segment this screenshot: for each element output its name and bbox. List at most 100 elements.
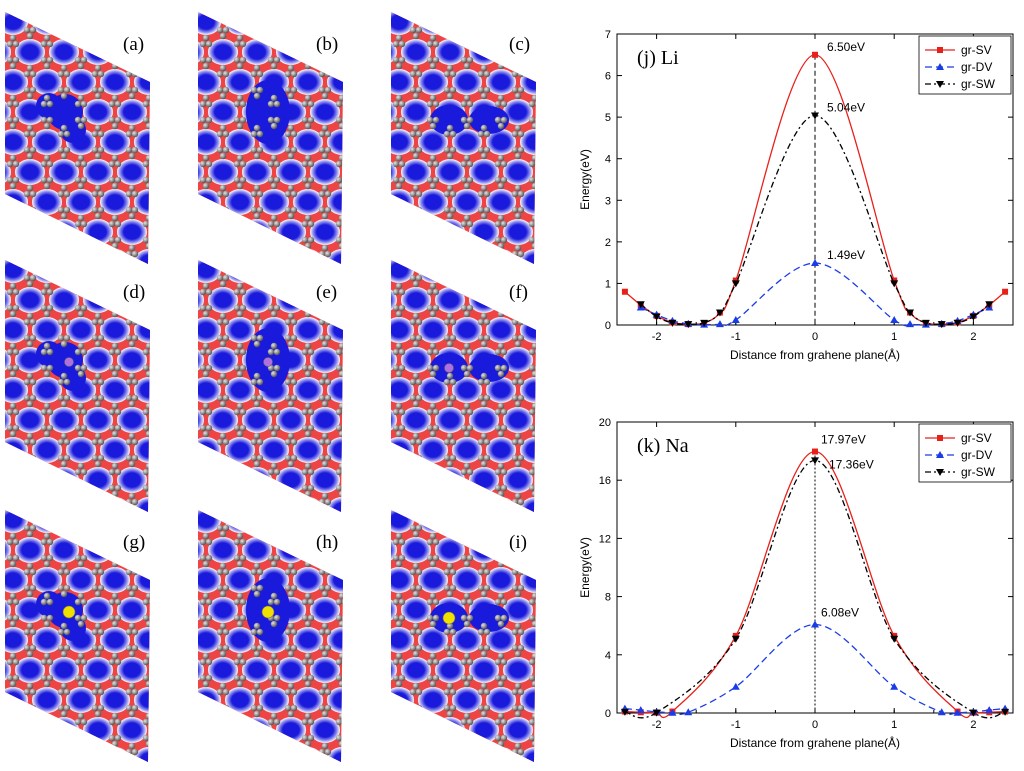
- carbon-atom: [341, 176, 343, 184]
- carbon-atom: [91, 510, 99, 516]
- density-cell: [418, 437, 448, 463]
- carbon-atom: [398, 220, 406, 228]
- carbon-atom: [267, 116, 275, 124]
- carbon-atom: [80, 236, 88, 244]
- carbon-atom: [166, 629, 172, 635]
- carbon-atom: [94, 742, 102, 750]
- carbon-atom: [362, 431, 368, 437]
- density-cell: [520, 627, 536, 653]
- carbon-atom: [497, 214, 505, 222]
- carbon-atom: [529, 0, 535, 3]
- carbon-atom: [183, 439, 189, 445]
- carbon-atom: [301, 288, 309, 296]
- carbon-atom: [183, 207, 189, 213]
- carbon-atom: [155, 259, 161, 265]
- carbon-atom: [155, 27, 161, 33]
- carbon-atom: [202, 740, 210, 748]
- carbon-atom: [177, 161, 183, 167]
- carbon-atom: [60, 372, 68, 380]
- carbon-atom: [155, 499, 161, 505]
- carbon-atom: [307, 220, 315, 228]
- carbon-atom: [267, 468, 275, 476]
- carbon-atom: [77, 490, 85, 498]
- carbon-atom: [46, 408, 54, 416]
- carbon-atom: [26, 32, 34, 40]
- carbon-atom: [80, 116, 88, 124]
- legend-marker: [937, 47, 943, 53]
- carbon-atom: [494, 538, 502, 546]
- carbon-atom: [335, 408, 343, 416]
- carbon-atom: [29, 260, 37, 266]
- density-cell: [32, 249, 62, 264]
- carbon-atom: [338, 214, 343, 222]
- carbon-atom: [460, 658, 468, 666]
- carbon-atom: [166, 585, 172, 591]
- density-cell: [198, 129, 221, 155]
- carbon-atom: [443, 206, 451, 214]
- carbon-atom: [413, 253, 419, 259]
- carbon-atom: [466, 484, 474, 492]
- carbon-atom: [128, 124, 136, 132]
- carbon-atom: [460, 468, 468, 476]
- carbon-atom: [222, 510, 230, 516]
- carbon-atom: [80, 408, 88, 416]
- carbon-atom: [236, 182, 244, 190]
- carbon-atom: [335, 424, 343, 432]
- carbon-atom: [131, 584, 139, 592]
- density-cell: [486, 687, 516, 713]
- data-point-gr-SW: [811, 112, 819, 120]
- carbon-atom: [535, 479, 541, 485]
- legend-label: gr-SW: [961, 465, 996, 479]
- carbon-atom: [501, 0, 507, 3]
- carbon-atom: [163, 493, 169, 499]
- carbon-atom: [114, 364, 122, 372]
- carbon-atom: [353, 71, 359, 77]
- carbon-atom: [362, 533, 368, 539]
- carbon-atom: [236, 282, 244, 290]
- carbon-atom: [353, 207, 359, 213]
- carbon-atom: [497, 490, 505, 498]
- carbon-atom: [23, 510, 31, 516]
- carbon-atom: [236, 370, 244, 378]
- carbon-atom: [373, 63, 379, 69]
- carbon-atom: [273, 364, 281, 372]
- carbon-atom: [26, 280, 34, 288]
- carbon-atom: [202, 214, 210, 222]
- carbon-atom: [155, 191, 161, 197]
- carbon-atom: [199, 304, 207, 312]
- carbon-atom: [166, 525, 172, 531]
- carbon-atom: [80, 364, 88, 372]
- carbon-atom: [183, 499, 189, 505]
- carbon-atom: [111, 370, 119, 378]
- density-cell: [401, 99, 431, 125]
- carbon-atom: [477, 704, 485, 712]
- density-cell: [276, 219, 306, 245]
- carbon-atom: [446, 650, 454, 658]
- carbon-atom: [219, 372, 227, 380]
- carbon-atom: [12, 364, 20, 372]
- density-cell: [350, 189, 380, 215]
- density-cell: [361, 687, 391, 713]
- carbon-atom: [446, 622, 454, 630]
- carbon-atom: [497, 712, 505, 720]
- carbon-atom: [9, 282, 17, 290]
- carbon-atom: [74, 718, 82, 726]
- carbon-atom: [114, 40, 122, 48]
- density-cell: [276, 657, 306, 683]
- carbon-atom: [216, 250, 224, 258]
- carbon-atom: [46, 176, 54, 184]
- density-cell: [83, 597, 113, 623]
- carbon-atom: [338, 402, 343, 410]
- carbon-atom: [108, 236, 116, 244]
- data-point-gr-SW: [731, 280, 740, 288]
- carbon-atom: [57, 260, 65, 266]
- carbon-atom: [46, 554, 54, 562]
- density-cell: [208, 39, 238, 65]
- carbon-atom: [172, 177, 178, 183]
- carbon-atom: [443, 498, 451, 506]
- carbon-atom: [186, 153, 192, 159]
- carbon-atom: [324, 394, 332, 402]
- carbon-atom: [427, 0, 433, 3]
- carbon-atom: [189, 147, 195, 153]
- carbon-atom: [284, 190, 292, 198]
